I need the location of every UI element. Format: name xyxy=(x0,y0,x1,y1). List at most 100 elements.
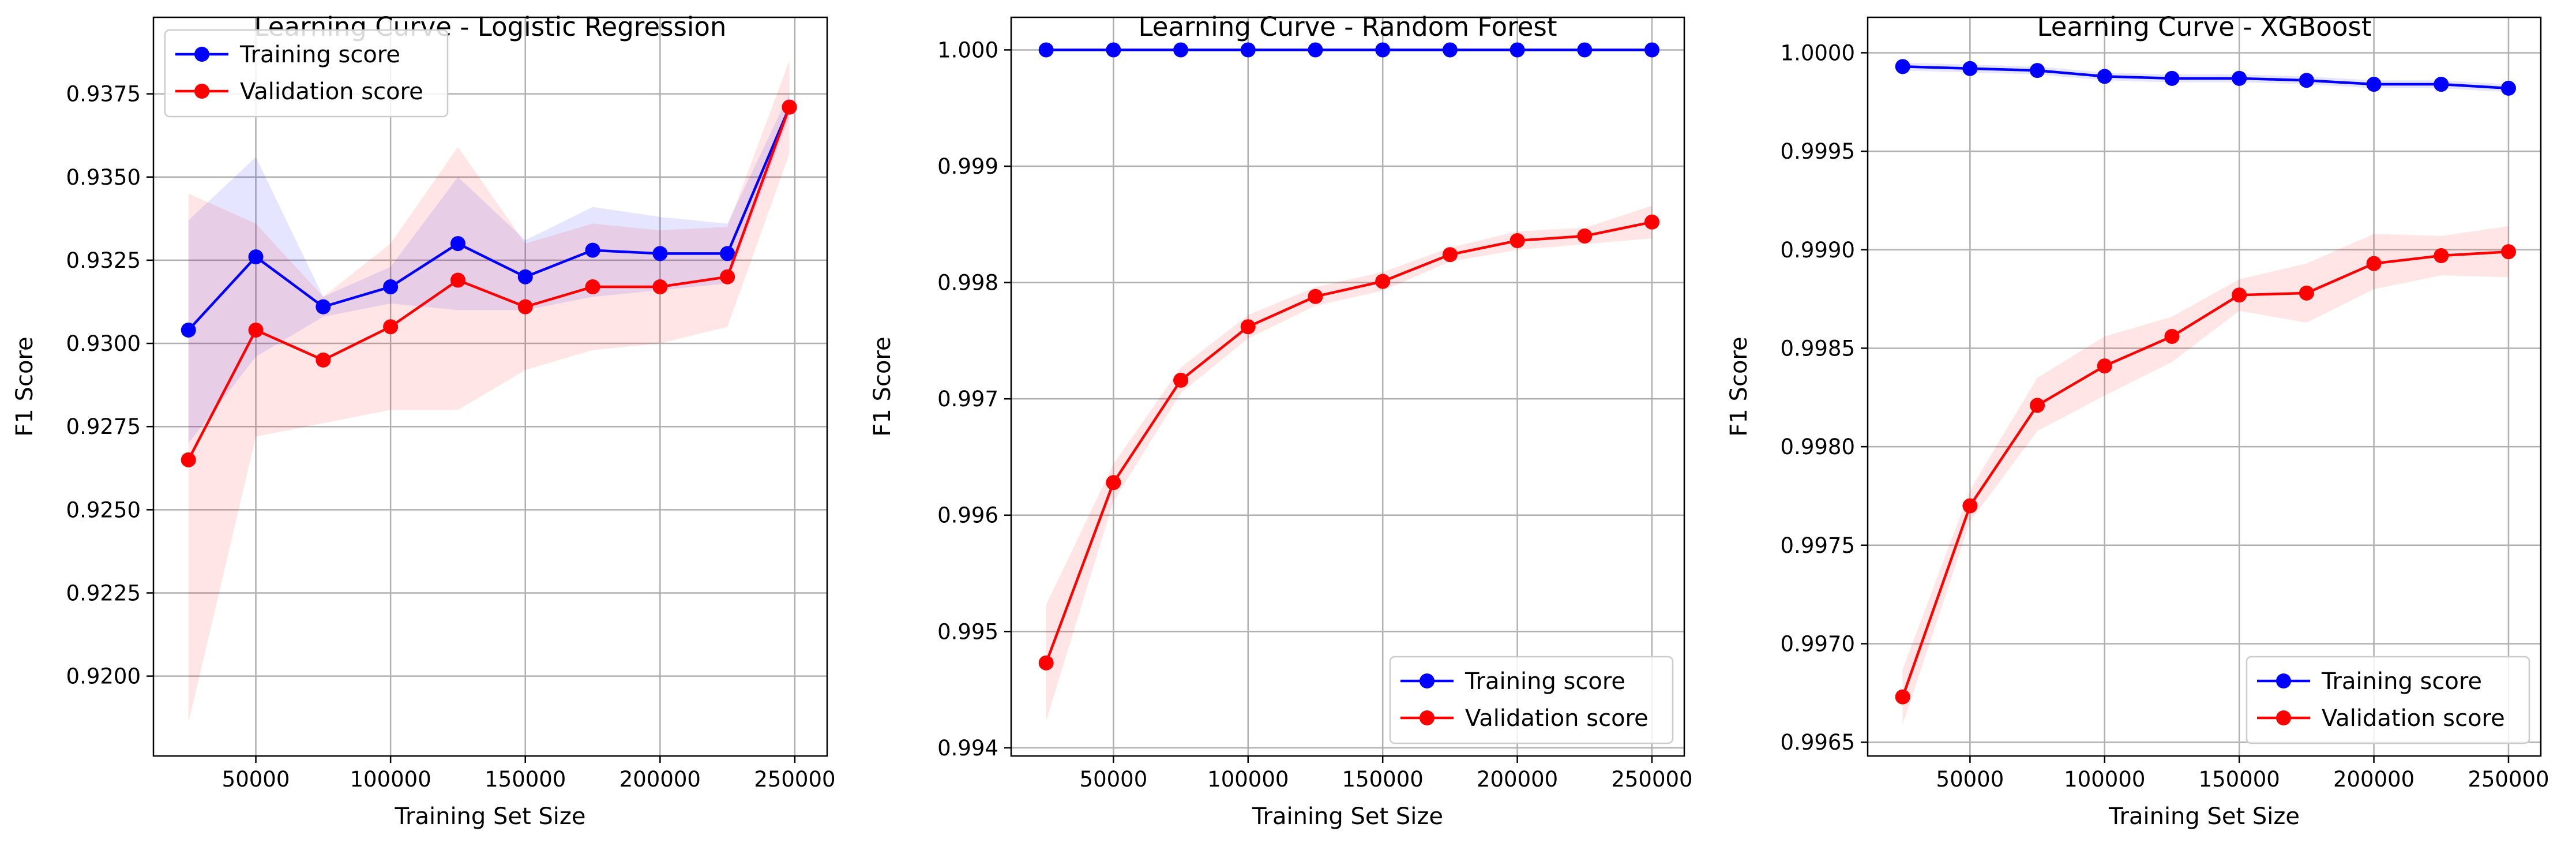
chart-panel-2: 50000 100000 150000 200000 250000 0.994 0.995 0… xyxy=(869,12,1693,830)
x-tick-label: 100000 xyxy=(350,767,431,792)
y-axis-label: F1 Score xyxy=(12,336,38,436)
data-point-validation xyxy=(2232,287,2247,303)
axes-frame xyxy=(1867,16,2542,757)
series-line-training xyxy=(1902,65,2509,90)
axes-frame xyxy=(1010,16,1685,757)
series-line-training xyxy=(187,106,791,331)
data-point-training xyxy=(585,242,600,258)
legend-label-training: Training score xyxy=(1465,668,1625,695)
data-point-validation xyxy=(517,299,533,315)
data-point-validation xyxy=(181,452,196,467)
legend: Training score Validation score xyxy=(1389,656,1674,744)
data-point-training xyxy=(181,322,196,338)
y-tick-label: 0.998 xyxy=(937,271,998,295)
data-point-validation xyxy=(2366,256,2382,271)
y-tick-label: 0.9325 xyxy=(66,248,141,273)
legend-marker-validation xyxy=(2276,710,2291,725)
data-point-training xyxy=(1442,42,1458,58)
data-point-validation xyxy=(1644,214,1659,230)
chart-panel-1: 50000 100000 150000 200000 250000 0.9200 0.922… xyxy=(12,12,836,830)
data-point-validation xyxy=(652,279,668,295)
data-point-validation xyxy=(1577,228,1593,244)
data-point-validation xyxy=(585,279,600,295)
data-point-training xyxy=(652,246,668,261)
data-point-training xyxy=(2232,70,2247,86)
x-tick-label: 200000 xyxy=(619,767,701,792)
series-line-validation xyxy=(1901,250,2509,698)
y-tick-label: 0.9975 xyxy=(1781,533,1855,558)
y-tick-label: 0.9965 xyxy=(1781,730,1855,755)
data-point-training xyxy=(1577,42,1593,58)
data-point-training xyxy=(316,299,331,315)
data-point-training xyxy=(720,246,735,261)
y-tick-label: 0.9995 xyxy=(1781,139,1855,164)
legend-label-validation: Validation score xyxy=(240,78,423,105)
y-axis-label: F1 Score xyxy=(1726,336,1752,436)
data-point-training xyxy=(1895,59,1910,74)
axes-frame xyxy=(152,16,828,757)
data-point-validation xyxy=(316,352,331,368)
x-tick-label: 150000 xyxy=(2199,767,2280,792)
data-point-training xyxy=(1644,42,1659,58)
data-point-training xyxy=(1038,42,1054,58)
legend-marker-training xyxy=(2276,673,2291,688)
y-tick-label: 1.000 xyxy=(937,38,998,62)
data-point-training xyxy=(1106,42,1121,58)
x-axis-label: Training Set Size xyxy=(394,803,585,830)
x-tick-label: 250000 xyxy=(754,767,835,792)
data-point-training xyxy=(2097,69,2112,84)
x-axis-label: Training Set Size xyxy=(1252,803,1443,830)
y-tick-label: 0.999 xyxy=(937,154,998,179)
data-point-validation xyxy=(2097,358,2112,374)
x-tick-label: 150000 xyxy=(485,767,566,792)
x-tick-label: 50000 xyxy=(222,767,290,792)
x-tick-label: 100000 xyxy=(1207,767,1289,792)
data-point-validation xyxy=(2500,244,2516,260)
data-point-training xyxy=(2164,70,2180,86)
data-point-training xyxy=(1509,42,1525,58)
x-tick-label: 200000 xyxy=(1477,767,1558,792)
data-point-validation xyxy=(1106,475,1121,491)
chart-title: Learning Curve - Random Forest xyxy=(1139,12,1557,42)
x-tick-label: 100000 xyxy=(2064,767,2145,792)
data-point-training xyxy=(450,236,465,252)
y-tick-label: 0.996 xyxy=(937,503,998,528)
data-point-training xyxy=(383,279,399,295)
confidence-band-validation xyxy=(188,60,790,723)
legend-label-training: Training score xyxy=(239,42,400,68)
data-point-training xyxy=(2500,80,2516,96)
legend-box xyxy=(164,29,449,118)
data-point-training xyxy=(2366,77,2382,92)
y-tick-label: 0.9250 xyxy=(66,497,141,522)
legend-label-validation: Validation score xyxy=(2322,705,2505,732)
data-point-validation xyxy=(782,99,797,115)
data-point-validation xyxy=(1173,372,1189,388)
legend-box xyxy=(2245,656,2530,744)
data-point-validation xyxy=(2164,328,2180,344)
legend-marker-training xyxy=(1420,673,1435,688)
series-line-validation xyxy=(187,106,791,461)
data-point-training xyxy=(1308,42,1323,58)
legend: Training score Validation score xyxy=(164,29,449,118)
y-tick-label: 0.9350 xyxy=(66,165,141,190)
y-tick-label: 1.0000 xyxy=(1781,40,1855,65)
data-point-validation xyxy=(1375,274,1391,289)
legend: Training score Validation score xyxy=(2245,656,2530,744)
x-tick-label: 200000 xyxy=(2333,767,2414,792)
confidence-band-training xyxy=(188,93,790,444)
series-line-validation xyxy=(1045,220,1653,664)
confidence-band-validation xyxy=(1902,226,2509,725)
data-point-training xyxy=(1962,61,1978,76)
legend-box xyxy=(1389,656,1674,744)
data-point-validation xyxy=(1442,247,1458,263)
legend-label-training: Training score xyxy=(2321,668,2482,695)
legend-marker-training xyxy=(194,47,209,62)
data-point-training xyxy=(1240,42,1256,58)
data-point-validation xyxy=(1509,233,1525,249)
data-point-training xyxy=(1173,42,1189,58)
x-axis-label: Training Set Size xyxy=(2108,803,2300,830)
data-point-training xyxy=(2299,73,2314,88)
x-tick-label: 50000 xyxy=(1080,767,1148,792)
legend-marker-validation xyxy=(1420,710,1435,725)
